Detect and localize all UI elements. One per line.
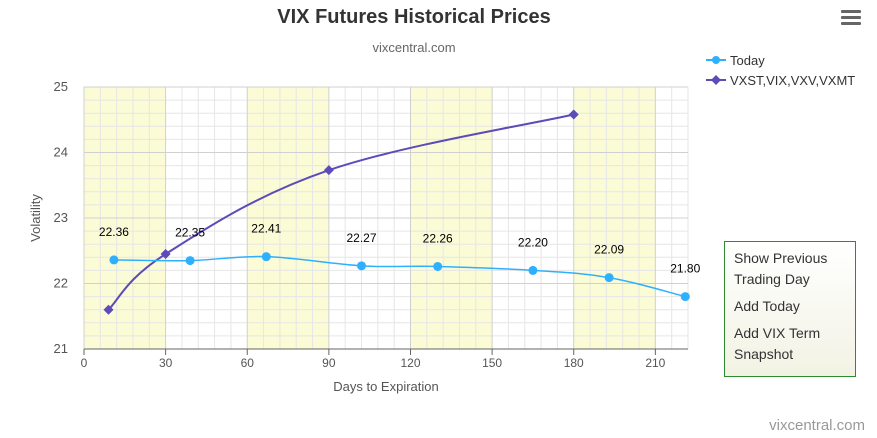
plot-band [573, 87, 656, 349]
legend-marker-diamond-icon [706, 75, 726, 85]
y-tick-label: 21 [54, 341, 68, 356]
chart-legend: Today VXST,VIX,VXV,VXMT [706, 50, 855, 90]
data-point-term-structure [103, 304, 114, 315]
x-tick-label: 30 [159, 356, 173, 370]
data-point-today [528, 265, 538, 275]
legend-label: VXST,VIX,VXV,VXMT [730, 72, 856, 88]
data-point-today [604, 273, 614, 283]
data-point-term-structure [568, 109, 579, 120]
data-label-today: 22.41 [251, 222, 281, 236]
data-point-term-structure [323, 165, 334, 176]
legend-item-term-structure[interactable]: VXST,VIX,VXV,VXMT [706, 70, 855, 90]
y-tick-label: 22 [54, 276, 68, 291]
credit-link[interactable]: vixcentral.com [769, 417, 865, 434]
y-tick-label: 23 [54, 210, 68, 225]
x-tick-label: 180 [564, 356, 584, 370]
x-tick-label: 210 [645, 356, 665, 370]
add-today-link[interactable]: Add Today [734, 298, 800, 314]
data-label-today: 22.26 [423, 231, 453, 245]
data-label-today: 22.09 [594, 243, 624, 257]
legend-label: Today [730, 52, 765, 68]
plot-band [247, 87, 329, 349]
x-tick-label: 60 [241, 356, 255, 370]
data-point-today [680, 292, 690, 302]
y-tick-label: 25 [54, 79, 68, 94]
data-label-today: 22.20 [518, 235, 548, 249]
legend-marker-circle-icon [706, 56, 726, 64]
data-label-today: 22.27 [346, 231, 376, 245]
data-label-today: 21.80 [670, 262, 700, 276]
add-vix-term-snapshot-link[interactable]: Add VIX Term Snapshot [734, 325, 821, 362]
data-point-term-structure [160, 249, 171, 260]
data-label-today: 22.36 [99, 225, 129, 239]
series-line-today [113, 255, 686, 298]
data-point-today [433, 261, 443, 271]
data-label-today: 22.35 [175, 226, 205, 240]
legend-item-today[interactable]: Today [706, 50, 855, 70]
x-tick-label: 90 [322, 356, 336, 370]
data-point-today [185, 256, 195, 266]
y-tick-label: 24 [54, 145, 68, 160]
actions-panel: Show Previous Trading Day Add Today Add … [724, 241, 856, 377]
y-axis-title: Volatility [28, 194, 43, 242]
x-tick-label: 150 [482, 356, 502, 370]
x-axis-title: Days to Expiration [333, 379, 439, 394]
x-tick-label: 120 [400, 356, 420, 370]
chart-title: VIX Futures Historical Prices [277, 6, 551, 28]
data-point-today [261, 252, 271, 262]
hamburger-menu-icon[interactable] [841, 10, 861, 26]
data-point-today [109, 255, 119, 265]
plot-band [84, 87, 166, 349]
data-point-today [357, 261, 367, 271]
show-previous-trading-day-link[interactable]: Show Previous Trading Day [734, 250, 828, 287]
x-tick-label: 0 [81, 356, 88, 370]
chart-subtitle: vixcentral.com [372, 40, 456, 55]
series-line-term-structure [107, 113, 574, 311]
plot-band [410, 87, 493, 349]
